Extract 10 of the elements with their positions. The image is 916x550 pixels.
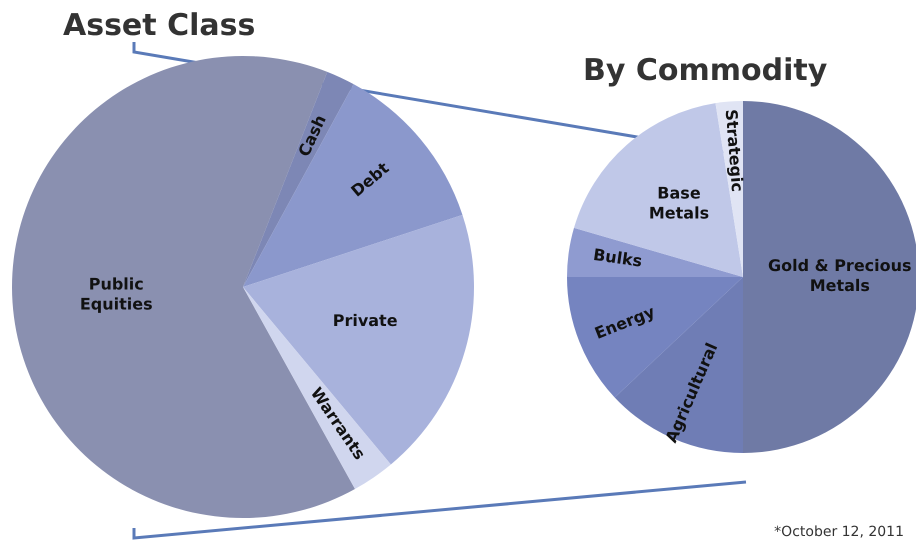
chart-title: Asset Class	[63, 8, 256, 45]
chart-title: By Commodity	[583, 53, 828, 90]
slice-label: Private	[332, 311, 398, 330]
slice-label: Cash	[294, 112, 330, 160]
slice-label: Strategic	[722, 108, 748, 193]
text: *October 12, 2011	[774, 524, 904, 540]
slice-label: Bulks	[592, 244, 644, 271]
slice-label: Gold & Precious Metals	[768, 256, 912, 296]
slice-label: Base Metals	[648, 184, 710, 223]
slice-label: Public Equities	[80, 274, 153, 314]
